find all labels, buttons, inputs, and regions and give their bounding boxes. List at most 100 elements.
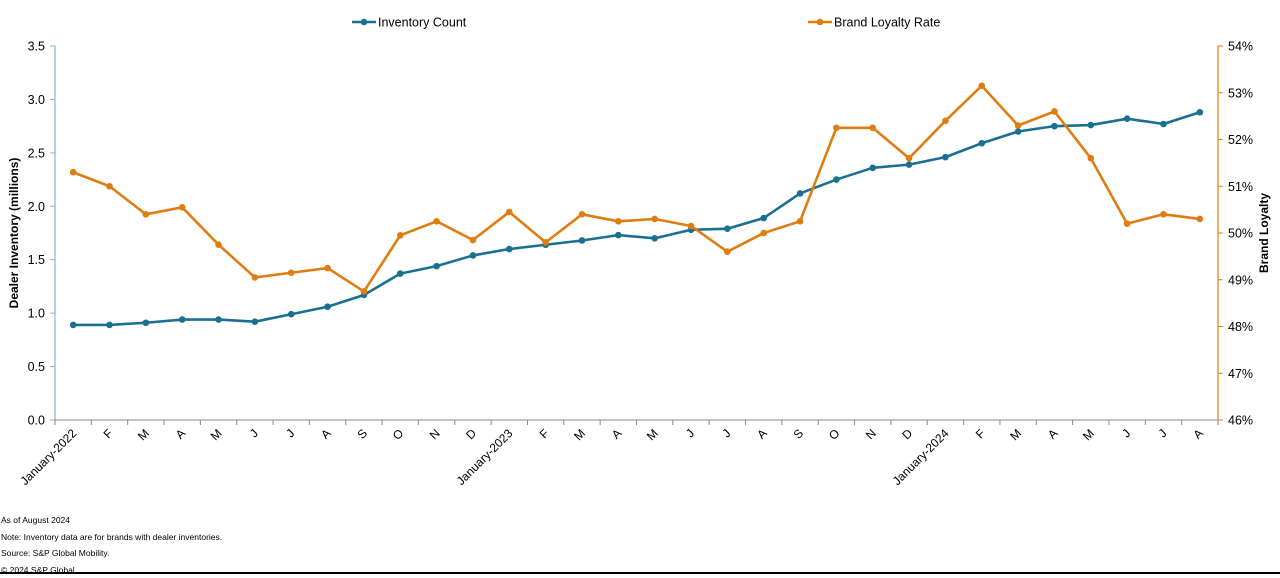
y-right-axis-title: Brand Loyalty — [1257, 193, 1271, 273]
brand-loyalty-rate-point — [288, 269, 295, 276]
x-tick-label: J — [247, 426, 261, 440]
brand-loyalty-rate-point — [143, 211, 150, 218]
brand-loyalty-rate-point — [1160, 211, 1167, 218]
chart-notes: As of August 2024 Note: Inventory data a… — [1, 512, 222, 578]
x-tick-label: January-2024 — [890, 426, 952, 488]
x-tick-label: J — [1155, 426, 1169, 440]
brand-loyalty-rate-point — [1015, 122, 1022, 129]
x-tick-label: S — [354, 426, 370, 442]
brand-loyalty-rate-point — [252, 274, 259, 281]
brand-loyalty-rate-point — [906, 155, 913, 162]
x-tick-label: M — [571, 426, 588, 443]
brand-loyalty-rate-point — [1051, 108, 1058, 115]
inventory-count-point — [179, 316, 186, 323]
y-right-tick-label: 49% — [1228, 273, 1253, 287]
source-note: Source: S&P Global Mobility. — [1, 545, 222, 562]
y-right-tick-label: 47% — [1228, 367, 1253, 381]
x-tick-label: M — [644, 426, 661, 443]
brand-loyalty-rate-line — [73, 86, 1200, 292]
y-left-tick-label: 1.5 — [28, 253, 45, 267]
brand-loyalty-rate-point — [651, 216, 658, 223]
inventory-count-point — [215, 316, 222, 323]
y-left-tick-label: 0.0 — [28, 414, 45, 428]
y-right-tick-label: 54% — [1228, 40, 1253, 54]
brand-loyalty-rate-point — [70, 169, 77, 176]
y-left-tick-label: 1.0 — [28, 307, 45, 321]
brand-loyalty-rate-point — [506, 209, 513, 216]
brand-loyalty-rate-point — [106, 183, 113, 190]
brand-loyalty-rate-point — [797, 218, 804, 225]
inventory-count-point — [833, 176, 840, 183]
x-tick-label: A — [754, 426, 770, 442]
y-left-tick-label: 2.0 — [28, 200, 45, 214]
x-tick-label: S — [791, 426, 807, 442]
x-tick-label: F — [973, 426, 988, 441]
inventory-count-point — [143, 319, 150, 326]
inventory-count-point — [288, 311, 295, 318]
brand-loyalty-rate-point — [724, 248, 731, 255]
x-tick-label: M — [1080, 426, 1097, 443]
brand-loyalty-rate-point — [579, 211, 586, 218]
brand-loyalty-rate-point — [688, 223, 695, 230]
brand-loyalty-rate-point — [361, 288, 368, 295]
x-tick-label: O — [390, 426, 407, 443]
x-tick-label: O — [826, 426, 843, 443]
x-tick-label: A — [173, 426, 189, 442]
legend-inventory-count-label: Inventory Count — [378, 16, 467, 30]
inventory-count-point — [1197, 109, 1204, 116]
inventory-count-point — [869, 165, 876, 172]
y-right-tick-label: 51% — [1228, 180, 1253, 194]
x-tick-label: N — [427, 426, 443, 442]
brand-loyalty-rate-point — [1124, 220, 1131, 227]
x-tick-label: M — [1007, 426, 1024, 443]
y-right-tick-label: 48% — [1228, 320, 1253, 334]
y-left-tick-label: 2.5 — [28, 146, 45, 160]
x-tick-label: F — [101, 426, 116, 441]
brand-loyalty-rate-point — [615, 218, 622, 225]
inventory-count-point — [1087, 122, 1094, 129]
inventory-count-point — [252, 318, 259, 325]
x-tick-label: F — [537, 426, 552, 441]
inventory-count-point — [760, 215, 767, 222]
x-tick-label: J — [1119, 426, 1133, 440]
chart-axes: 0.00.51.01.52.02.53.03.546%47%48%49%50%5… — [7, 40, 1271, 489]
x-tick-label: A — [1190, 426, 1206, 442]
brand-loyalty-rate-point — [1087, 155, 1094, 162]
inventory-count-point — [615, 232, 622, 239]
inventory-count-point — [397, 270, 404, 277]
x-tick-label: A — [318, 426, 334, 442]
inventory-count-point — [70, 322, 77, 329]
inventory-count-point — [579, 237, 586, 244]
y-left-axis-title: Dealer Inventory (millions) — [7, 158, 21, 309]
inventory-count-point — [797, 190, 804, 197]
inventory-count-point — [106, 322, 113, 329]
brand-loyalty-rate-point — [978, 82, 985, 89]
x-tick-label: M — [135, 426, 152, 443]
y-left-tick-label: 3.0 — [28, 93, 45, 107]
legend-brand-loyalty-rate-swatch-marker — [817, 19, 824, 26]
brand-loyalty-rate-point — [324, 265, 331, 272]
inventory-count-point — [433, 263, 440, 270]
y-right-tick-label: 50% — [1228, 227, 1253, 241]
x-tick-label: J — [683, 426, 697, 440]
x-tick-label: A — [1045, 426, 1061, 442]
inventory-count-point — [506, 246, 513, 253]
inventory-count-point — [1015, 128, 1022, 135]
brand-loyalty-rate-point — [215, 241, 222, 248]
brand-loyalty-rate-point — [397, 232, 404, 239]
series-brand-loyalty-rate — [70, 82, 1203, 294]
inventory-count-point — [651, 235, 658, 242]
inventory-note: Note: Inventory data are for brands with… — [1, 529, 222, 546]
inventory-count-point — [324, 303, 331, 310]
x-tick-label: January-2022 — [17, 426, 79, 488]
brand-loyalty-rate-point — [470, 237, 477, 244]
inventory-count-point — [906, 161, 913, 168]
inventory-count-point — [1160, 121, 1167, 128]
y-right-tick-label: 52% — [1228, 133, 1253, 147]
inventory-count-point — [1051, 123, 1058, 130]
x-tick-label: N — [863, 426, 879, 442]
brand-loyalty-rate-point — [869, 125, 876, 132]
legend-inventory-count-swatch-marker — [361, 19, 368, 26]
y-left-tick-label: 0.5 — [28, 360, 45, 374]
brand-loyalty-rate-point — [542, 239, 549, 246]
